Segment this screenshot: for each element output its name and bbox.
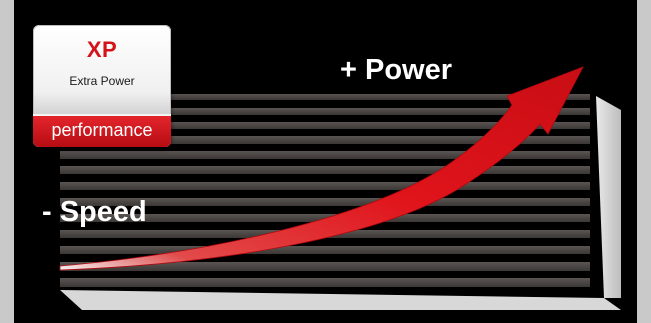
power-arrow-icon	[59, 66, 584, 271]
badge-title: XP	[86, 37, 118, 62]
stripe	[60, 246, 590, 254]
stripe	[60, 278, 590, 287]
badge-strip-label: performance	[51, 120, 153, 140]
frame-right	[596, 96, 621, 298]
stripe	[60, 182, 590, 190]
stripe	[60, 214, 590, 222]
stripe	[60, 108, 590, 115]
frame-bottom	[60, 290, 621, 310]
xp-logo-badge: XP Extra Power performance	[33, 25, 171, 147]
stripe	[60, 198, 590, 206]
speed-label: - Speed	[42, 196, 147, 228]
stripe	[60, 166, 590, 174]
badge-subtitle: Extra Power	[69, 74, 135, 88]
stripe	[60, 122, 590, 129]
right-border	[637, 0, 651, 323]
stripe	[60, 262, 590, 271]
badge-strip: performance	[33, 114, 171, 147]
stripe	[60, 151, 590, 159]
power-label: + Power	[340, 54, 453, 86]
stripe	[60, 94, 590, 100]
left-border	[0, 0, 14, 323]
stripe	[60, 136, 590, 144]
